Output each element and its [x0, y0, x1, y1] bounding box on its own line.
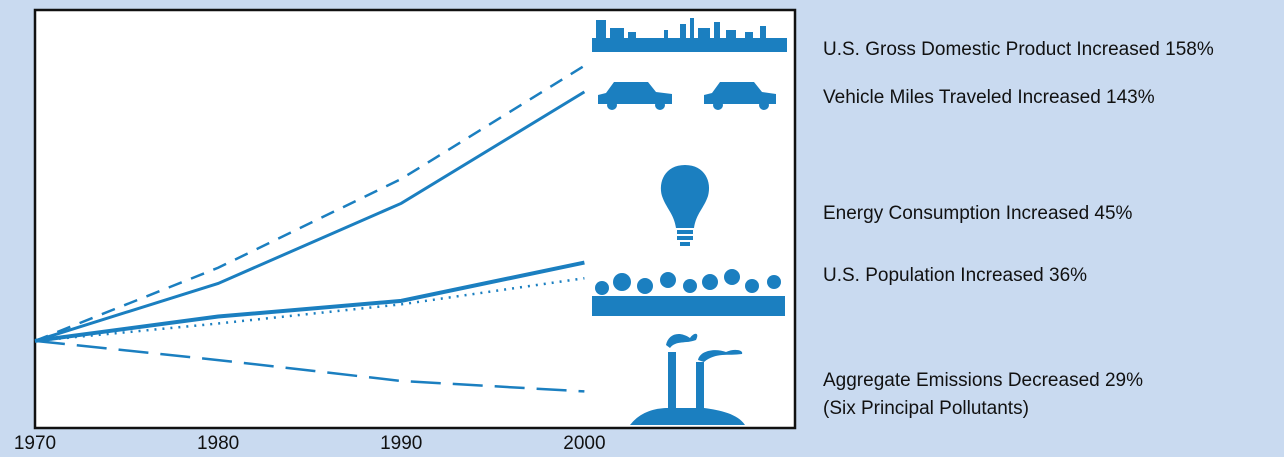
series-note: (Six Principal Pollutants)	[823, 398, 1029, 419]
x-tick-label: 1990	[380, 433, 422, 454]
smokestack-icon	[630, 333, 745, 425]
x-tick-label: 1980	[197, 433, 239, 454]
factory-icon	[592, 18, 787, 52]
series-label: Aggregate Emissions Decreased 29%	[823, 370, 1143, 391]
car-icons	[598, 82, 776, 110]
series-label: Vehicle Miles Traveled Increased 143%	[823, 87, 1155, 108]
bulb-icon	[660, 165, 710, 246]
x-tick-label: 2000	[563, 433, 605, 454]
series-line	[34, 64, 586, 343]
x-tick-label: 1970	[14, 433, 56, 454]
crowd-icon	[592, 269, 785, 316]
series-line	[34, 260, 585, 343]
series-label: U.S. Gross Domestic Product Increased 15…	[823, 39, 1214, 60]
series-label: Energy Consumption Increased 45%	[823, 203, 1133, 224]
series-line	[34, 90, 586, 343]
series-label: U.S. Population Increased 36%	[823, 265, 1087, 286]
series-line	[34, 339, 585, 393]
